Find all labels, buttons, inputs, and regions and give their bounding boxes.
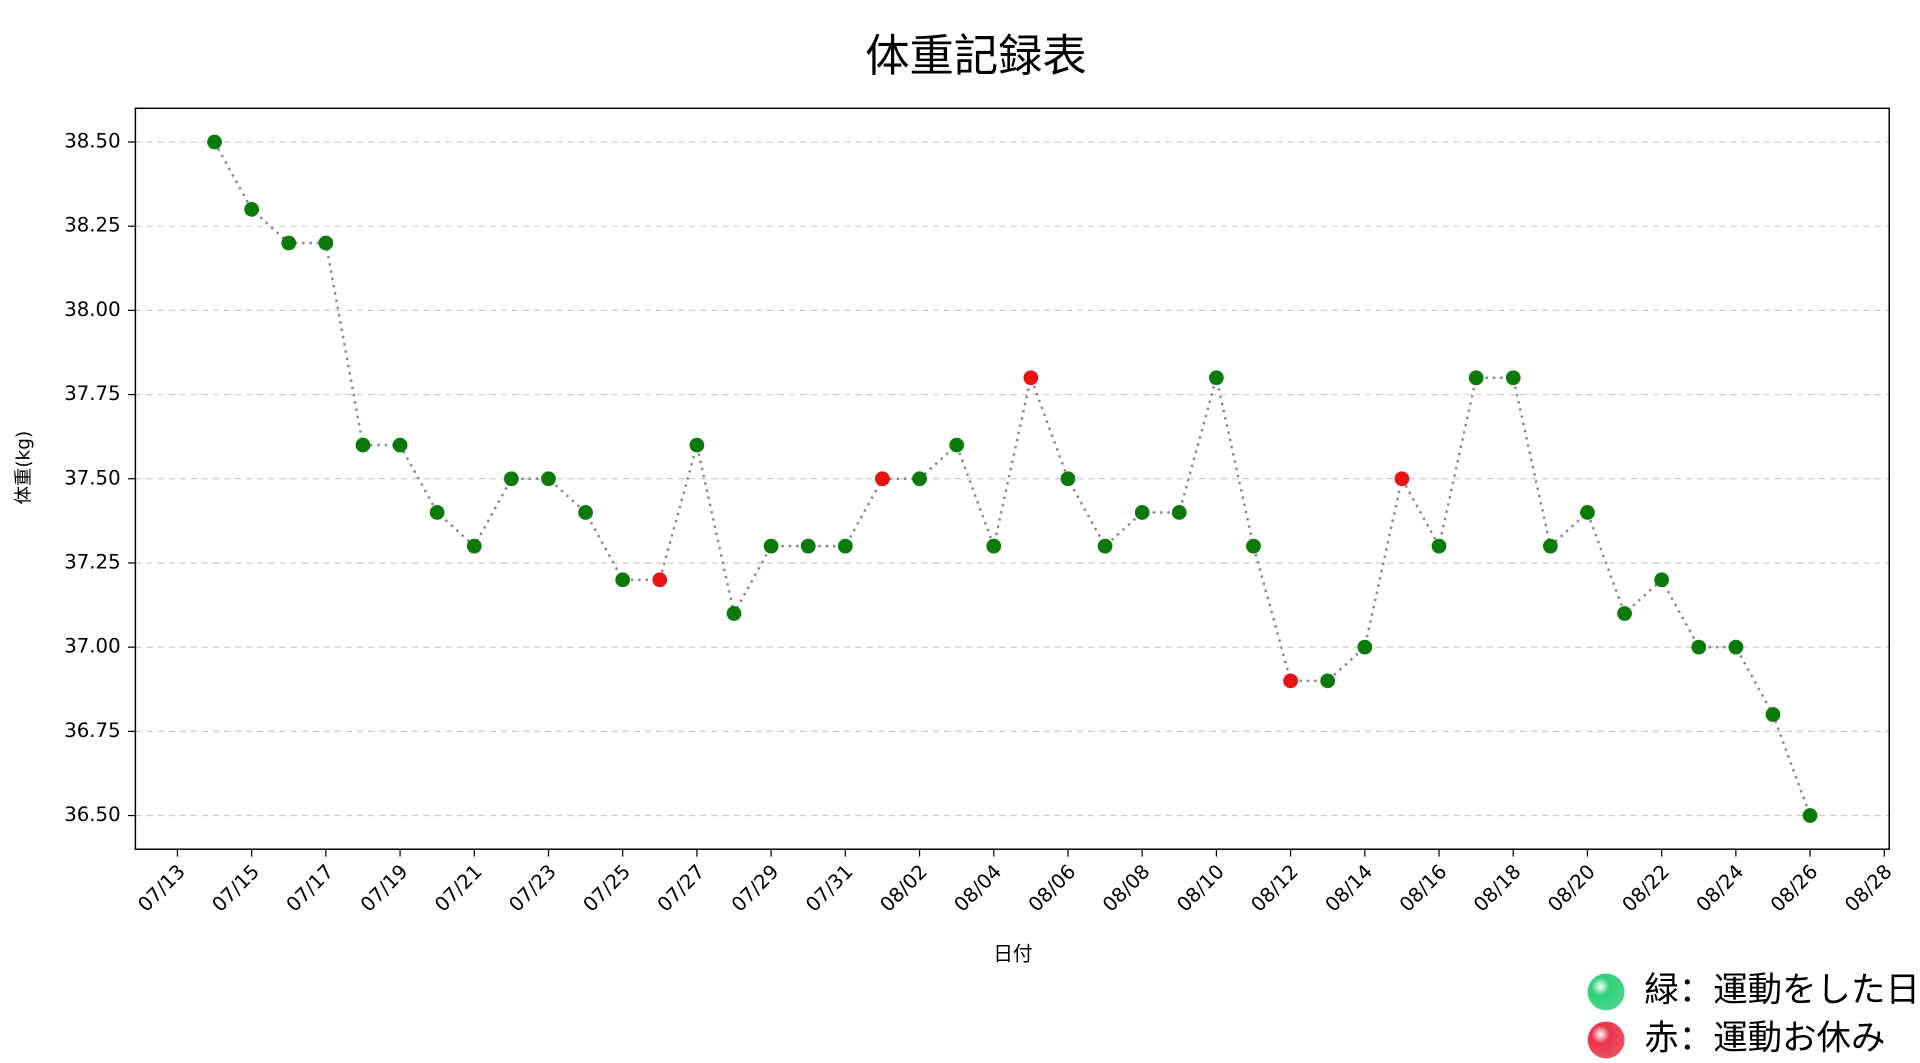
data-point bbox=[615, 572, 631, 588]
x-tick-label: 08/28 bbox=[1840, 860, 1896, 916]
x-tick-label: 08/10 bbox=[1172, 860, 1228, 916]
data-point bbox=[281, 235, 297, 251]
x-tick-label: 08/14 bbox=[1321, 860, 1377, 916]
data-point bbox=[1060, 471, 1076, 487]
data-point bbox=[1171, 505, 1187, 520]
x-tick-label: 07/13 bbox=[133, 860, 189, 916]
data-point bbox=[1765, 707, 1781, 722]
y-tick-label: 37.00 bbox=[64, 635, 120, 658]
data-point bbox=[875, 471, 890, 487]
x-tick-label: 08/02 bbox=[875, 860, 931, 916]
data-point bbox=[1505, 370, 1521, 386]
data-point bbox=[1283, 673, 1298, 689]
data-point bbox=[1431, 538, 1447, 554]
x-tick-label: 08/26 bbox=[1766, 860, 1822, 916]
x-tick-label: 07/29 bbox=[727, 860, 783, 916]
data-point bbox=[689, 437, 705, 453]
data-point bbox=[949, 437, 965, 453]
data-point bbox=[800, 538, 816, 554]
chart-title: 体重記録表 bbox=[865, 31, 1086, 82]
x-tick-label: 07/31 bbox=[801, 860, 857, 916]
data-point bbox=[652, 572, 668, 588]
data-point bbox=[541, 471, 556, 487]
data-point bbox=[1542, 538, 1558, 554]
x-tick-label: 07/17 bbox=[282, 860, 338, 916]
data-point bbox=[1209, 370, 1224, 386]
legend-marker bbox=[1587, 973, 1625, 1011]
data-point bbox=[1580, 505, 1595, 520]
legend-marker bbox=[1587, 1021, 1625, 1059]
legend-label: 緑：運動をした日 bbox=[1644, 970, 1920, 1010]
data-line bbox=[213, 141, 1812, 816]
data-point bbox=[986, 538, 1002, 554]
x-tick-label: 07/19 bbox=[356, 860, 412, 916]
x-tick-label: 08/20 bbox=[1543, 860, 1599, 916]
x-tick-label: 08/06 bbox=[1024, 860, 1080, 916]
data-point bbox=[244, 201, 260, 217]
x-tick-label: 08/16 bbox=[1395, 860, 1451, 916]
x-tick-label: 08/24 bbox=[1692, 860, 1748, 916]
data-point bbox=[1097, 538, 1113, 554]
data-point bbox=[355, 437, 371, 453]
data-point bbox=[578, 505, 593, 520]
x-tick-label: 07/23 bbox=[504, 860, 560, 916]
data-point bbox=[1357, 639, 1373, 655]
data-point bbox=[1691, 639, 1707, 655]
y-tick-label: 36.75 bbox=[64, 719, 120, 742]
data-point bbox=[837, 538, 853, 554]
data-point bbox=[912, 471, 927, 487]
x-tick-label: 08/12 bbox=[1247, 860, 1303, 916]
data-point bbox=[1468, 370, 1484, 386]
data-point bbox=[1320, 673, 1336, 689]
x-tick-label: 07/15 bbox=[208, 860, 264, 916]
plot-frame bbox=[134, 107, 1890, 850]
x-tick-label: 08/18 bbox=[1469, 860, 1525, 916]
data-point bbox=[726, 606, 742, 621]
x-tick-label: 08/04 bbox=[950, 860, 1006, 916]
data-point bbox=[1802, 808, 1818, 823]
x-tick-label: 08/22 bbox=[1618, 860, 1674, 916]
data-point bbox=[1023, 370, 1039, 386]
x-tick-label: 07/25 bbox=[579, 860, 635, 916]
y-tick-label: 36.50 bbox=[64, 803, 120, 826]
data-point bbox=[392, 437, 408, 453]
data-point bbox=[466, 538, 482, 554]
data-point bbox=[429, 505, 445, 520]
y-tick-label: 37.25 bbox=[64, 550, 120, 573]
y-tick-label: 38.00 bbox=[64, 298, 120, 321]
y-tick-label: 38.25 bbox=[64, 214, 120, 237]
y-tick-label: 37.50 bbox=[64, 466, 120, 489]
data-point bbox=[1728, 639, 1744, 655]
data-point bbox=[503, 471, 519, 487]
x-tick-label: 08/08 bbox=[1098, 860, 1154, 916]
data-point bbox=[1617, 606, 1632, 621]
data-point bbox=[318, 235, 334, 251]
x-tick-label: 07/21 bbox=[430, 860, 486, 916]
data-point bbox=[1134, 505, 1150, 520]
y-tick-label: 38.50 bbox=[64, 129, 120, 152]
data-point bbox=[1654, 572, 1670, 588]
x-axis-label: 日付 bbox=[993, 943, 1032, 966]
data-point bbox=[1246, 538, 1261, 554]
y-tick-label: 37.75 bbox=[64, 382, 120, 405]
data-point bbox=[207, 134, 222, 150]
x-tick-label: 07/27 bbox=[653, 860, 709, 916]
data-point bbox=[1394, 471, 1410, 487]
data-point bbox=[763, 538, 779, 554]
y-axis-label: 体重(kg) bbox=[14, 431, 35, 505]
legend-label: 赤：運動お休み bbox=[1644, 1018, 1885, 1058]
